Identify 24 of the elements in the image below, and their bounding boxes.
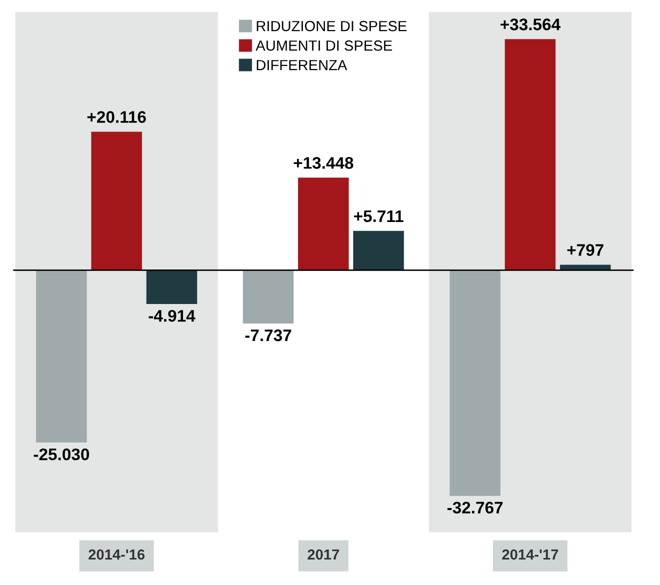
legend-label: AUMENTI DI SPESE [256,40,392,51]
bar [298,178,349,270]
bar [36,270,87,443]
bar [353,230,404,270]
x-tick-label: 2014-'16 [88,549,145,560]
data-label: +797 [567,244,604,256]
x-tick-label: 2014-'17 [502,549,558,560]
bar [146,270,198,304]
legend-label: RIDUZIONE DI SPESE [256,20,407,32]
data-label: -7.737 [245,329,292,342]
x-tick-label: 2017 [308,549,339,560]
data-label: +33.564 [500,18,560,30]
legend-label: DIFFERENZA [256,60,348,70]
bar [450,270,500,496]
bar [560,264,611,270]
bar [504,39,556,270]
data-label: -25.030 [34,448,90,460]
data-label: -32.767 [447,502,503,514]
bar [91,132,142,270]
data-label: +20.116 [87,111,146,123]
data-label: +13.448 [294,157,354,169]
data-label: -4.914 [148,310,196,322]
bar [242,270,294,324]
data-label: +5.711 [354,210,404,222]
